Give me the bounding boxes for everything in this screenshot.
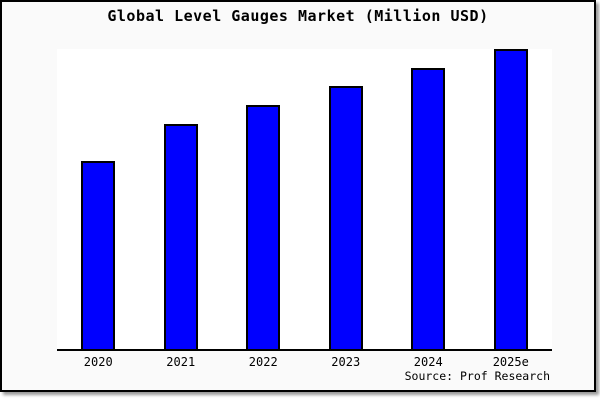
bar-slot-2023 <box>305 49 388 349</box>
bar-2025e <box>493 49 528 349</box>
bar-slot-2025e <box>470 49 553 349</box>
chart-title: Global Level Gauges Market (Million USD) <box>107 7 489 25</box>
x-tick-label-2025e: 2025e <box>492 355 529 369</box>
bar-2023 <box>328 86 363 349</box>
source-note: Source: Prof Research <box>404 369 550 383</box>
x-tick-label-2024: 2024 <box>413 355 443 369</box>
bar-2024 <box>411 68 446 349</box>
x-tick-label-2023: 2023 <box>331 355 361 369</box>
x-axis-labels: 2020 2021 2022 2023 2024 2025e <box>57 355 552 369</box>
x-tick-label-2020: 2020 <box>83 355 113 369</box>
x-tick-label-2022: 2022 <box>248 355 278 369</box>
bar-slot-2022 <box>222 49 305 349</box>
bar-2021 <box>163 124 198 349</box>
bar-slot-2024 <box>387 49 470 349</box>
bar-2020 <box>81 161 116 349</box>
x-tick-label-2021: 2021 <box>166 355 196 369</box>
bar-slot-2021 <box>140 49 223 349</box>
bar-2022 <box>246 105 281 349</box>
plot-area <box>57 49 552 351</box>
bar-slot-2020 <box>57 49 140 349</box>
